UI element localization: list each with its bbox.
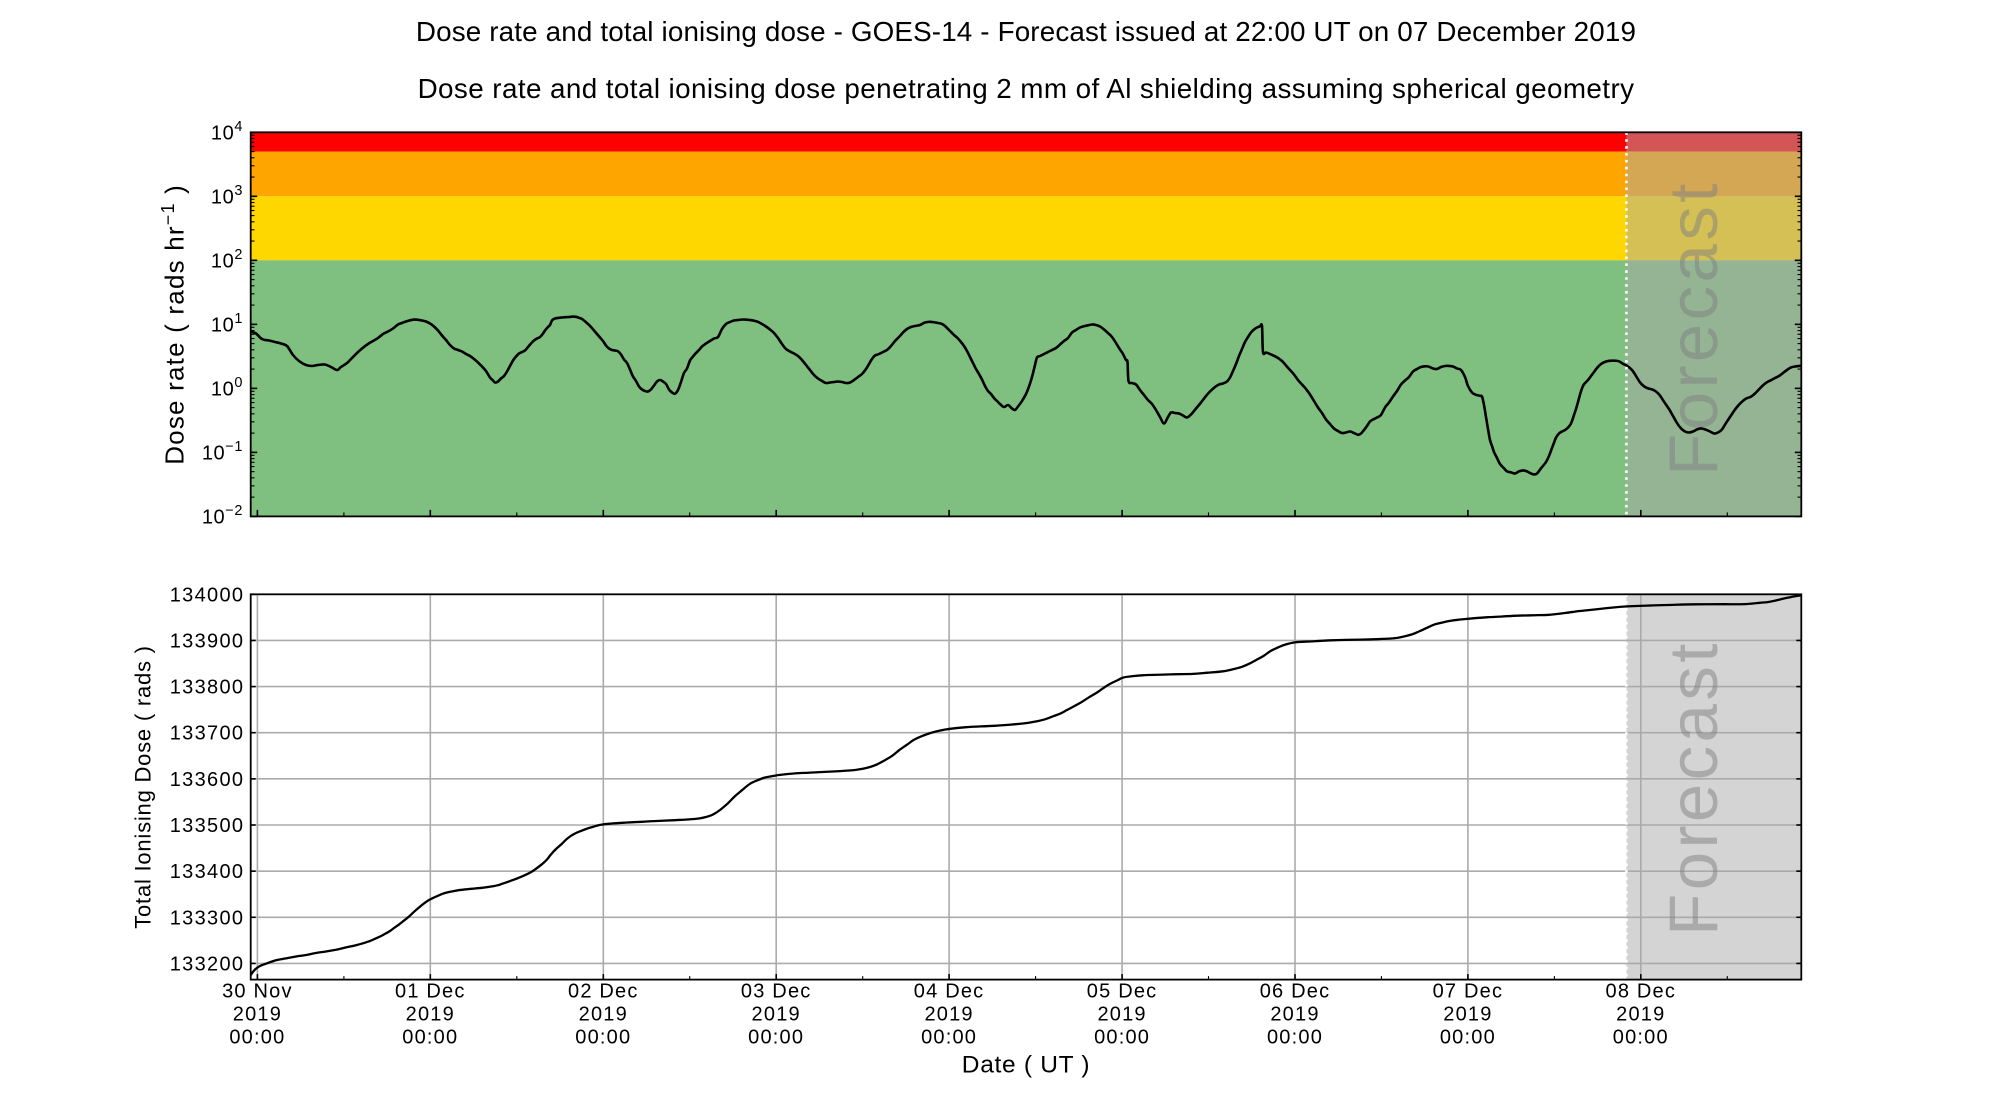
svg-text:2019: 2019	[1097, 1004, 1146, 1026]
svg-text:00:00: 00:00	[1440, 1027, 1496, 1049]
svg-text:07 Dec: 07 Dec	[1433, 981, 1504, 1003]
svg-text:2019: 2019	[1443, 1004, 1492, 1026]
svg-text:02 Dec: 02 Dec	[568, 981, 639, 1003]
svg-text:Total Ionising Dose ( rads ): Total Ionising Dose ( rads )	[131, 645, 156, 929]
svg-text:30 Nov: 30 Nov	[222, 981, 293, 1003]
svg-text:2019: 2019	[1270, 1004, 1319, 1026]
svg-text:00:00: 00:00	[1613, 1027, 1669, 1049]
svg-text:10−2: 10−2	[202, 503, 243, 529]
svg-text:133700: 133700	[170, 723, 245, 745]
svg-text:00:00: 00:00	[229, 1027, 285, 1049]
svg-text:2019: 2019	[579, 1004, 628, 1026]
svg-text:2019: 2019	[924, 1004, 973, 1026]
svg-text:Dose rate and total ionising d: Dose rate and total ionising dose - GOES…	[416, 16, 1636, 47]
svg-text:Dose rate and total ionising d: Dose rate and total ionising dose penetr…	[418, 73, 1635, 104]
svg-text:Forecast: Forecast	[1655, 640, 1732, 936]
svg-text:03 Dec: 03 Dec	[741, 981, 812, 1003]
svg-text:133200: 133200	[170, 953, 245, 975]
svg-text:00:00: 00:00	[1094, 1027, 1150, 1049]
svg-text:00:00: 00:00	[575, 1027, 631, 1049]
svg-text:Date ( UT ): Date ( UT )	[962, 1052, 1090, 1079]
svg-text:133400: 133400	[170, 861, 245, 883]
svg-text:Forecast: Forecast	[1655, 180, 1732, 476]
svg-text:01 Dec: 01 Dec	[395, 981, 466, 1003]
svg-text:133600: 133600	[170, 769, 245, 791]
svg-text:05 Dec: 05 Dec	[1087, 981, 1158, 1003]
svg-text:00:00: 00:00	[921, 1027, 977, 1049]
svg-text:04 Dec: 04 Dec	[914, 981, 985, 1003]
svg-text:133300: 133300	[170, 907, 245, 929]
svg-text:134000: 134000	[170, 584, 245, 606]
svg-text:Dose rate ( rads hr−1 ): Dose rate ( rads hr−1 )	[158, 184, 190, 465]
svg-text:00:00: 00:00	[1267, 1027, 1323, 1049]
svg-text:2019: 2019	[406, 1004, 455, 1026]
svg-text:2019: 2019	[1616, 1004, 1665, 1026]
svg-text:06 Dec: 06 Dec	[1260, 981, 1331, 1003]
svg-text:2019: 2019	[752, 1004, 801, 1026]
svg-text:133900: 133900	[170, 630, 245, 652]
svg-text:133500: 133500	[170, 815, 245, 837]
svg-text:133800: 133800	[170, 677, 245, 699]
svg-text:00:00: 00:00	[402, 1027, 458, 1049]
svg-text:2019: 2019	[233, 1004, 282, 1026]
svg-text:08 Dec: 08 Dec	[1606, 981, 1677, 1003]
svg-text:00:00: 00:00	[748, 1027, 804, 1049]
